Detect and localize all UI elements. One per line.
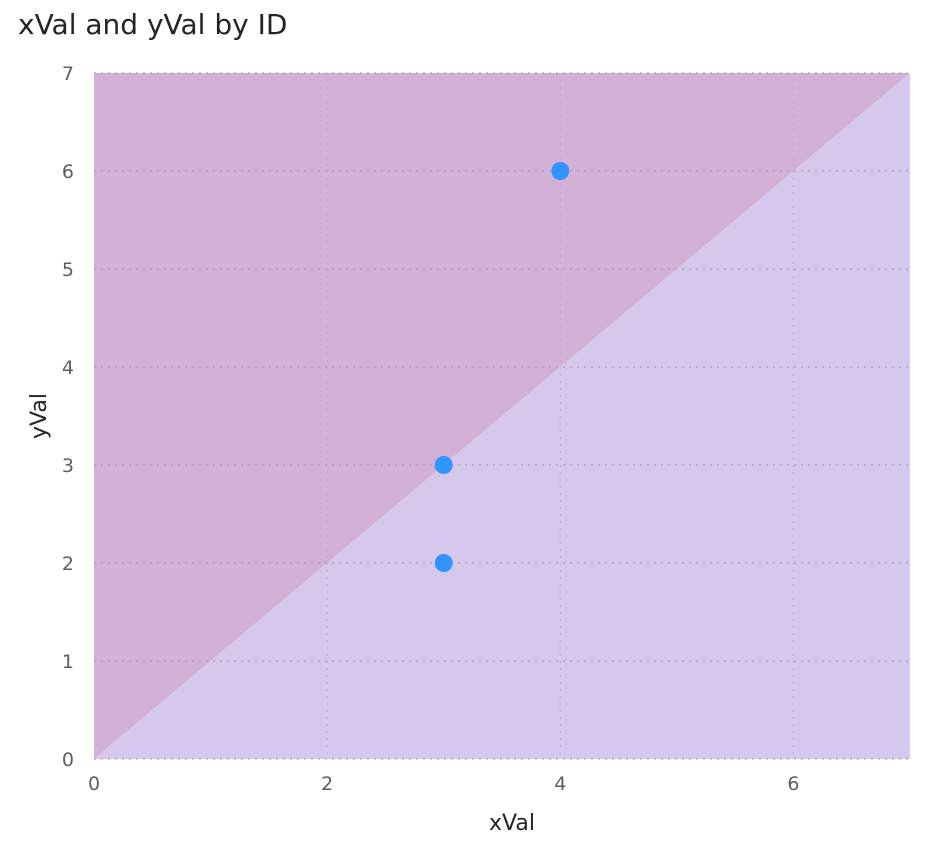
- y-tick-label: 1: [62, 651, 74, 673]
- x-tick-label: 6: [787, 773, 799, 795]
- y-tick-label: 0: [62, 749, 74, 771]
- y-tick-label: 2: [62, 553, 74, 575]
- region-above-diagonal: [94, 73, 910, 759]
- data-point: [434, 456, 453, 474]
- x-tick-label: 4: [554, 773, 566, 795]
- y-tick-label: 3: [62, 455, 74, 477]
- x-axis-label: xVal: [489, 811, 535, 836]
- data-point: [434, 554, 453, 572]
- y-tick-label: 7: [62, 63, 74, 85]
- y-tick-label: 4: [62, 357, 74, 379]
- data-point: [551, 162, 570, 180]
- y-tick-label: 5: [62, 259, 74, 281]
- x-tick-label: 0: [88, 773, 100, 795]
- chart-title: xVal and yVal by ID: [18, 8, 288, 41]
- y-axis-label: yVal: [27, 393, 52, 439]
- x-tick-label: 2: [321, 773, 333, 795]
- y-tick-label: 6: [62, 161, 74, 183]
